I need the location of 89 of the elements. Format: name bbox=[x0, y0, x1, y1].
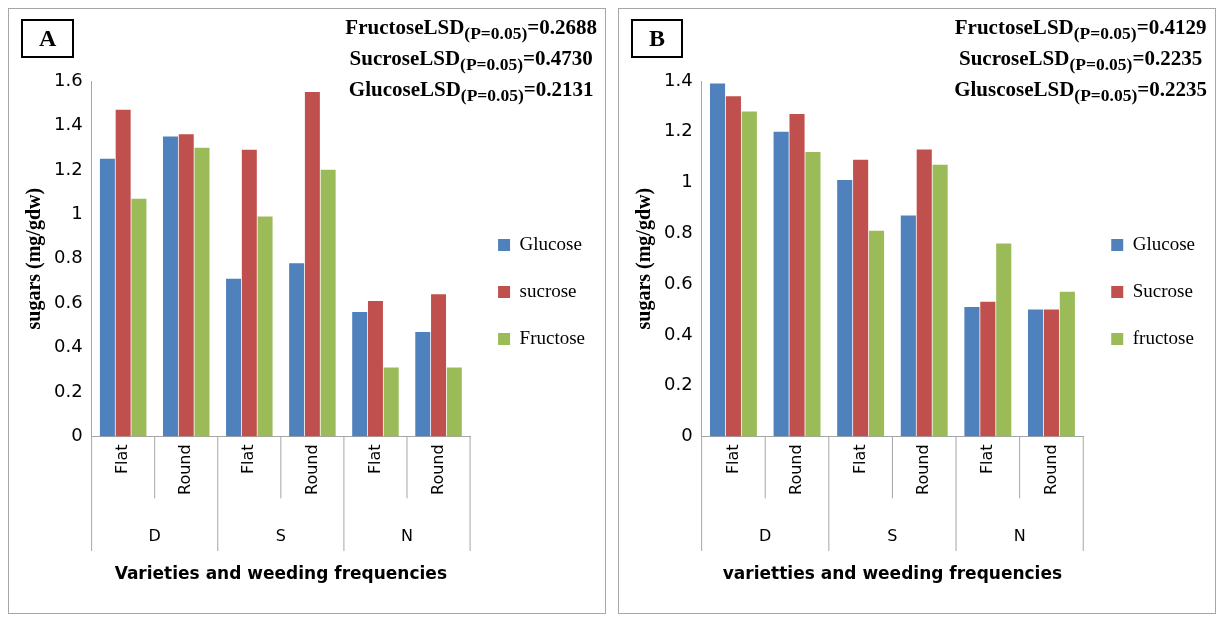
bar bbox=[932, 164, 948, 437]
bar bbox=[241, 149, 257, 437]
y-tick-label: 0.8 bbox=[663, 220, 693, 242]
bar bbox=[853, 159, 869, 437]
annotation: GluscoseLSD$_{(P=0.05)}$=0.2235 bbox=[954, 77, 1207, 108]
x-axis-title: Varieties and weeding frequencies bbox=[114, 563, 448, 584]
bar bbox=[916, 149, 932, 437]
bar bbox=[980, 301, 996, 437]
text: S bbox=[887, 525, 898, 545]
legend-label: fructose bbox=[1132, 326, 1194, 348]
text: D bbox=[148, 525, 161, 545]
bar bbox=[773, 131, 789, 437]
y-tick-label: 0.6 bbox=[663, 271, 693, 293]
text: N bbox=[401, 525, 413, 545]
bar bbox=[415, 331, 431, 437]
legend-label: sucrose bbox=[519, 279, 577, 301]
text: D bbox=[759, 525, 772, 545]
bar bbox=[900, 215, 916, 437]
annotation: GlucoseLSD$_{(P=0.05)}$=0.2131 bbox=[347, 77, 595, 108]
text: FructoseLSD$_{(P=0.05)}$=0.4129 bbox=[954, 15, 1207, 46]
y-tick-label: 0.2 bbox=[663, 373, 693, 395]
y-tick-label: 0.6 bbox=[53, 290, 83, 312]
bar bbox=[304, 92, 320, 437]
y-tick-label: 0 bbox=[681, 424, 693, 446]
bar bbox=[131, 198, 147, 437]
text: SucroseLSD$_{(P=0.05)}$=0.4730 bbox=[348, 46, 594, 77]
legend-label: Fructose bbox=[519, 326, 585, 348]
x-tick-label: Flat bbox=[849, 444, 869, 475]
y-tick-label: 0.4 bbox=[53, 335, 83, 357]
bar bbox=[964, 306, 980, 437]
x-tick-label: Flat bbox=[364, 444, 384, 475]
y-tick-label: 0.8 bbox=[53, 246, 83, 268]
x-tick-label: Round bbox=[301, 444, 321, 495]
x-tick-label: Round bbox=[175, 444, 195, 495]
y-tick-label: 1.2 bbox=[53, 157, 83, 179]
bar bbox=[320, 169, 336, 437]
text: N bbox=[1013, 525, 1026, 545]
bar bbox=[194, 147, 210, 437]
x-tick-label: Flat bbox=[722, 444, 742, 475]
bar bbox=[725, 96, 741, 437]
text: S bbox=[275, 525, 286, 545]
y-tick-label: 1 bbox=[681, 170, 693, 192]
x-tick-label: Round bbox=[913, 444, 933, 495]
y-axis-title: sugars (mg/gdw) bbox=[22, 187, 46, 330]
bar bbox=[367, 300, 383, 437]
chart-title: A bbox=[21, 19, 75, 58]
x-tick-label: Flat bbox=[112, 444, 132, 475]
bar bbox=[1043, 309, 1059, 437]
text: SucroseLSD$_{(P=0.05)}$=0.2235 bbox=[958, 46, 1204, 77]
bar bbox=[257, 216, 273, 437]
y-tick-label: 0.4 bbox=[663, 322, 693, 344]
legend-label: Glucose bbox=[519, 232, 582, 254]
x-tick-label: Round bbox=[427, 444, 447, 495]
bar bbox=[1059, 291, 1075, 437]
legend-label: Glucose bbox=[1132, 232, 1196, 254]
bar bbox=[868, 230, 885, 437]
y-tick-label: 0.2 bbox=[53, 379, 83, 401]
x-tick-label: Flat bbox=[976, 444, 996, 475]
bar bbox=[226, 278, 242, 437]
bar bbox=[837, 180, 853, 437]
y-tick-label: 1.6 bbox=[53, 68, 83, 90]
chart-title: B bbox=[631, 19, 684, 58]
x-tick-label: Round bbox=[1040, 444, 1060, 495]
x-tick-label: Flat bbox=[238, 444, 258, 475]
bar bbox=[178, 134, 194, 437]
bar bbox=[996, 243, 1012, 437]
bar bbox=[789, 114, 805, 437]
bar bbox=[709, 83, 726, 437]
bar bbox=[431, 294, 447, 437]
y-tick-label: 1 bbox=[71, 201, 83, 223]
bar bbox=[162, 136, 178, 437]
bar bbox=[352, 311, 368, 437]
bar bbox=[99, 158, 115, 437]
bar bbox=[446, 367, 462, 437]
x-axis-title: varietties and weeding frequencies bbox=[722, 563, 1063, 584]
bar bbox=[289, 263, 305, 437]
legend-label: Sucrose bbox=[1132, 279, 1193, 301]
x-tick-label: Round bbox=[786, 444, 806, 495]
y-tick-label: 1.2 bbox=[663, 119, 693, 141]
bar bbox=[805, 152, 821, 437]
bar bbox=[1027, 309, 1044, 437]
bar bbox=[115, 109, 131, 437]
y-tick-label: 0 bbox=[71, 424, 83, 446]
y-tick-label: 1.4 bbox=[53, 113, 83, 135]
bar bbox=[383, 367, 399, 437]
y-tick-label: 1.4 bbox=[663, 68, 693, 90]
y-axis-title: sugars (mg/gdw) bbox=[632, 187, 656, 330]
bar bbox=[741, 111, 757, 437]
text: FructoseLSD$_{(P=0.05)}$=0.2688 bbox=[345, 15, 597, 46]
